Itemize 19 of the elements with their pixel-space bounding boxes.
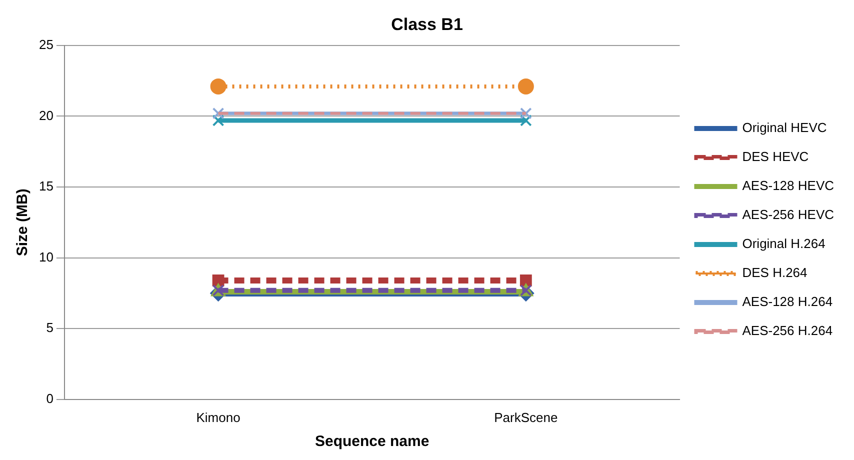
legend-label: Original HEVC xyxy=(742,120,827,136)
legend-label: DES HEVC xyxy=(742,149,809,164)
x-tick-label: ParkScene xyxy=(494,410,558,425)
legend-label: AES-256 H.264 xyxy=(742,323,833,338)
y-tick-label: 20 xyxy=(38,108,54,123)
legend-label: AES-128 H.264 xyxy=(742,294,833,310)
legend-label: AES-128 HEVC xyxy=(742,178,834,194)
x-tick-label: Kimono xyxy=(196,410,240,425)
y-axis-title: Size (MB) xyxy=(14,188,32,256)
y-tick-label: 0 xyxy=(46,390,54,406)
legend-label: Original H.264 xyxy=(742,236,826,252)
legend-label: DES H.264 xyxy=(742,265,808,280)
y-tick-label: 10 xyxy=(38,249,54,264)
chart-title: Class B1 xyxy=(391,14,463,34)
y-tick-label: 25 xyxy=(38,36,54,52)
y-tick-label: 5 xyxy=(46,320,54,336)
legend-label: AES-256 HEVC xyxy=(742,207,834,222)
y-tick-label: 15 xyxy=(38,178,54,194)
x-axis-title: Sequence name xyxy=(314,433,430,450)
